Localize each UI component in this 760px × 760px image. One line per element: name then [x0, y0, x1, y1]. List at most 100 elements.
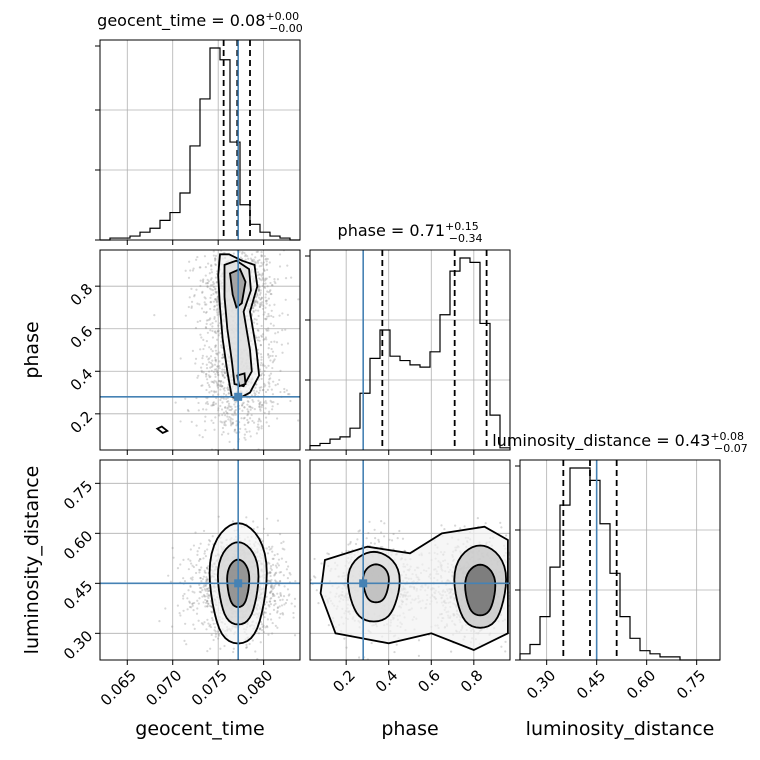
sample-point: [252, 661, 254, 663]
sample-point: [273, 280, 276, 283]
sample-point: [216, 247, 218, 249]
sample-point: [210, 611, 214, 614]
sample-point: [271, 354, 274, 358]
sample-point: [258, 405, 261, 408]
sample-point: [213, 305, 216, 308]
sample-point: [281, 547, 284, 550]
sample-point: [285, 568, 288, 571]
sample-point: [192, 623, 195, 626]
sample-point: [188, 600, 191, 603]
sample-point: [233, 410, 236, 413]
sample-point: [203, 584, 206, 587]
panel-2-0: [100, 460, 300, 663]
sample-point: [271, 284, 274, 287]
sample-point: [267, 343, 271, 346]
sample-point: [222, 355, 225, 358]
sample-point: [225, 411, 229, 415]
sample-point: [263, 611, 266, 614]
sample-point: [260, 296, 264, 300]
sample-point: [208, 594, 211, 597]
sample-point: [276, 552, 279, 556]
sample-point: [260, 358, 263, 361]
sample-point: [252, 520, 255, 523]
panel-background: [520, 460, 720, 660]
sample-point: [208, 272, 211, 275]
sample-point: [201, 290, 204, 293]
sample-point: [277, 243, 279, 245]
sample-point: [228, 440, 231, 443]
sample-point: [286, 313, 289, 316]
sample-point: [184, 397, 187, 400]
sample-point: [210, 271, 214, 274]
sample-point: [257, 288, 261, 291]
sample-point: [417, 654, 420, 657]
sample-point: [252, 305, 255, 308]
sample-point: [206, 282, 209, 285]
sample-point: [208, 361, 211, 364]
sample-point: [343, 637, 346, 640]
sample-point: [258, 277, 261, 280]
sample-point: [231, 413, 234, 416]
sample-point: [265, 421, 268, 424]
sample-point: [241, 409, 244, 412]
sample-point: [244, 438, 247, 441]
sample-point: [259, 374, 262, 377]
sample-point: [267, 603, 270, 607]
sample-point: [202, 593, 206, 597]
sample-point: [217, 324, 220, 327]
sample-point: [222, 411, 226, 414]
sample-point: [320, 562, 323, 565]
sample-point: [212, 403, 216, 406]
sample-point: [207, 319, 210, 322]
sample-point: [205, 303, 208, 306]
sample-point: [276, 606, 280, 609]
sample-point: [271, 592, 274, 595]
sample-point: [183, 639, 186, 642]
sample-point: [195, 612, 199, 615]
sample-point: [214, 344, 218, 347]
sample-point: [190, 287, 193, 291]
sample-point: [196, 376, 199, 379]
sample-point: [187, 305, 190, 309]
sample-point: [276, 402, 279, 406]
sample-point: [215, 281, 218, 284]
sample-point: [258, 293, 262, 296]
sample-point: [204, 601, 208, 605]
sample-point: [207, 543, 210, 546]
sample-point: [260, 361, 263, 365]
sample-point: [259, 304, 262, 307]
x-tick-label: 0.075: [188, 666, 231, 709]
sample-point: [257, 329, 260, 332]
sample-point: [274, 602, 277, 605]
sample-point: [245, 643, 248, 647]
sample-point: [214, 358, 218, 361]
sample-point: [272, 380, 275, 383]
sample-point: [263, 286, 267, 289]
sample-point: [265, 595, 268, 598]
sample-point: [229, 409, 233, 412]
sample-point: [182, 594, 185, 597]
sample-point: [214, 630, 217, 633]
sample-point: [256, 526, 259, 529]
sample-point: [270, 309, 273, 312]
sample-point: [281, 312, 284, 315]
sample-point: [167, 574, 170, 577]
sample-point: [379, 546, 383, 549]
sample-point: [513, 604, 515, 606]
sample-point: [206, 381, 209, 385]
sample-point: [231, 421, 235, 424]
sample-point: [267, 356, 270, 359]
sample-point: [265, 338, 268, 341]
sample-point: [279, 593, 282, 596]
sample-point: [260, 355, 263, 359]
sample-point: [221, 426, 225, 430]
sample-point: [403, 549, 406, 552]
sample-point: [272, 324, 275, 327]
sample-point: [273, 574, 276, 577]
sample-point: [229, 417, 233, 420]
sample-point: [210, 293, 213, 297]
sample-point: [283, 603, 286, 606]
sample-point: [513, 592, 515, 594]
sample-point: [211, 363, 214, 366]
x-tick-label: 0.070: [142, 666, 185, 709]
